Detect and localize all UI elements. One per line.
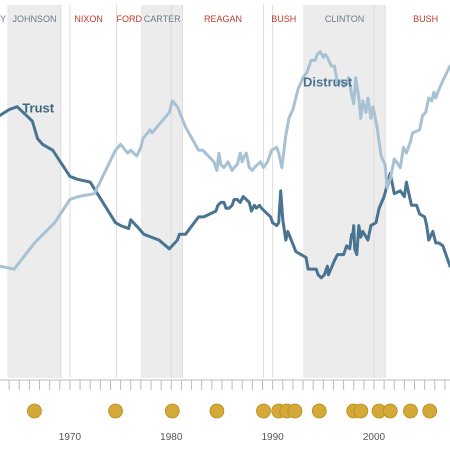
event-marker[interactable] — [382, 403, 398, 419]
presidency-label-dy: DY — [0, 14, 6, 24]
tick-label-1990: 1990 — [262, 432, 285, 443]
event-marker[interactable] — [27, 403, 42, 419]
presidency-label-johnson: JOHNSON — [12, 14, 56, 24]
event-marker[interactable] — [311, 403, 327, 419]
presidency-shade-carter — [141, 5, 183, 378]
event-marker[interactable] — [164, 403, 180, 419]
series-labels: Trust Distrust — [22, 74, 353, 115]
presidency-label-bush: BUSH — [271, 14, 296, 24]
axis-tick-labels: 1970 1980 1990 2000 — [59, 432, 386, 443]
presidency-label-reagan: REAGAN — [204, 14, 242, 24]
series-lines — [0, 50, 450, 280]
presidency-label-bush: BUSH — [413, 14, 438, 24]
presidency-label-nixon: NIXON — [74, 14, 103, 24]
event-marker[interactable] — [209, 403, 225, 419]
event-marker[interactable] — [108, 403, 123, 419]
presidency-label-ford: FORD — [116, 14, 142, 24]
event-marker[interactable] — [422, 403, 438, 419]
tick-label-1970: 1970 — [59, 432, 82, 443]
event-markers — [27, 403, 438, 419]
series-label-trust: Trust — [22, 101, 54, 116]
presidency-label-carter: CARTER — [144, 14, 181, 24]
event-marker[interactable] — [287, 403, 303, 419]
series-label-distrust: Distrust — [303, 74, 353, 89]
event-marker[interactable] — [403, 403, 418, 419]
tick-label-1980: 1980 — [160, 432, 183, 443]
year-gridlines — [69, 5, 375, 378]
time-axis — [0, 379, 450, 390]
series-line-trust — [0, 105, 450, 280]
presidency-shade-clinton — [304, 5, 386, 378]
tick-label-2000: 2000 — [363, 432, 386, 443]
presidency-shade-johnson — [8, 5, 61, 378]
presidency-shading — [7, 5, 386, 378]
presidency-label-clinton: CLINTON — [325, 14, 364, 24]
series-line-distrust — [0, 50, 450, 271]
event-marker[interactable] — [256, 403, 271, 419]
event-marker[interactable] — [353, 403, 369, 419]
